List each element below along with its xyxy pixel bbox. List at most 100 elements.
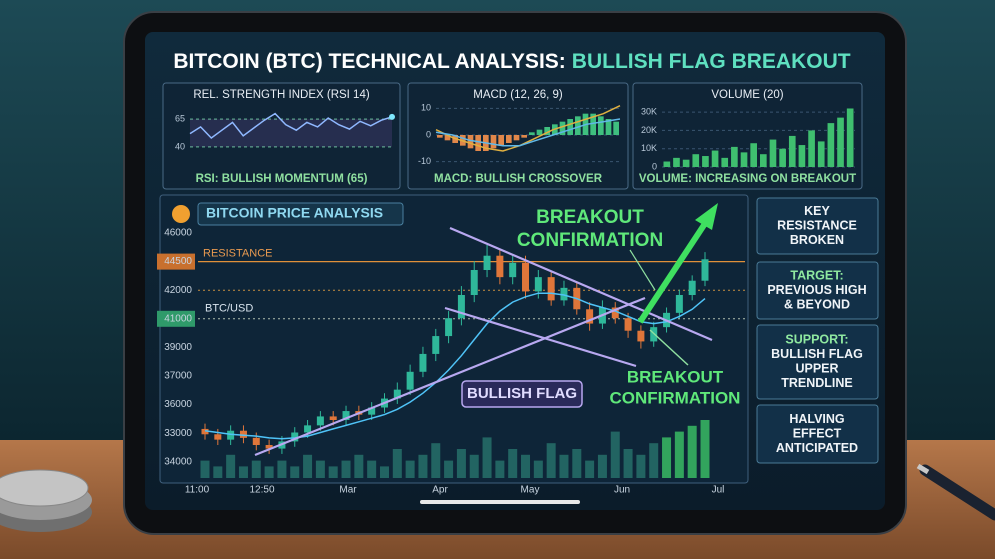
candle-body bbox=[547, 277, 555, 301]
y-axis-label: 37000 bbox=[164, 371, 192, 382]
title-highlight: BULLISH FLAG BREAKOUT bbox=[572, 50, 851, 73]
volume-bar bbox=[495, 460, 505, 478]
volume-bar bbox=[379, 466, 389, 478]
volume-bar bbox=[546, 443, 556, 478]
volume-bar bbox=[418, 454, 428, 478]
candle-body bbox=[214, 434, 222, 440]
candle-body bbox=[496, 255, 504, 278]
volume-bar bbox=[721, 157, 729, 167]
trendline bbox=[449, 226, 713, 342]
y-tick-label: 40 bbox=[175, 141, 185, 151]
side-note-box bbox=[756, 324, 879, 400]
moving-average bbox=[204, 292, 706, 440]
side-note-text: & BEYOND bbox=[784, 297, 850, 311]
candle-body bbox=[252, 437, 260, 445]
volume-bar bbox=[482, 437, 492, 478]
candle-body bbox=[560, 287, 568, 301]
candle-body bbox=[586, 309, 594, 324]
y-tick-label: 10K bbox=[641, 143, 657, 153]
volume-bar bbox=[431, 443, 441, 478]
macd-bar bbox=[444, 135, 451, 141]
candle-body bbox=[624, 318, 632, 331]
macd-line bbox=[435, 105, 621, 152]
volume-bar bbox=[264, 466, 274, 478]
side-note-box bbox=[756, 197, 879, 255]
volume-bar bbox=[238, 466, 248, 478]
volume-bar bbox=[700, 420, 710, 478]
volume-bar bbox=[303, 454, 313, 478]
volume-bar bbox=[779, 148, 786, 167]
x-axis-label: Apr bbox=[432, 485, 448, 496]
candle-body bbox=[445, 318, 453, 337]
volume-bar bbox=[585, 460, 595, 478]
pointer bbox=[629, 249, 656, 291]
macd-line bbox=[435, 118, 621, 147]
main-panel bbox=[159, 194, 749, 484]
y-axis-label: 42000 bbox=[164, 285, 192, 296]
trendline bbox=[254, 296, 646, 457]
macd-bar bbox=[529, 132, 535, 135]
pair-label: BTC/USD bbox=[205, 303, 253, 315]
side-note-text: EFFECT bbox=[793, 426, 842, 440]
volume-bar bbox=[533, 460, 543, 478]
candle-body bbox=[316, 416, 324, 426]
candle-body bbox=[457, 295, 465, 319]
candle-body bbox=[201, 428, 209, 435]
annotation: CONFIRMATION bbox=[517, 230, 663, 251]
candle-body bbox=[239, 430, 247, 438]
x-axis-label: 11:00 bbox=[185, 485, 210, 496]
dashboard: REL. STRENGTH INDEX (RSI 14) RSI: BULLISH… bbox=[157, 82, 879, 496]
candle-body bbox=[304, 425, 312, 433]
breakout-arrow-shaft bbox=[637, 220, 709, 324]
y-axis-label: 39000 bbox=[164, 342, 192, 353]
volume-bar bbox=[663, 161, 671, 167]
volume-bar bbox=[673, 157, 680, 167]
macd-bar bbox=[605, 119, 612, 135]
volume-bar bbox=[444, 460, 454, 478]
candle-body bbox=[688, 280, 696, 295]
rsi-line bbox=[189, 112, 393, 139]
macd-bar bbox=[506, 135, 512, 143]
volume-bar bbox=[200, 460, 210, 478]
volume-bar bbox=[711, 150, 719, 167]
pen bbox=[916, 463, 995, 521]
macd-bar bbox=[590, 113, 596, 135]
volume-bar bbox=[623, 449, 633, 478]
volume-bar bbox=[521, 454, 531, 478]
flag-label-box bbox=[461, 380, 583, 408]
main-title: BITCOIN PRICE ANALYSIS bbox=[206, 205, 383, 221]
panel-title: MACD (12, 26, 9) bbox=[473, 89, 563, 101]
y-axis-label: 33000 bbox=[164, 428, 192, 439]
pointer bbox=[649, 329, 689, 366]
volume-bar bbox=[674, 431, 684, 478]
volume-bar bbox=[798, 145, 806, 167]
volume-bar bbox=[682, 159, 690, 167]
macd-bar bbox=[490, 135, 497, 149]
macd-bar bbox=[521, 135, 527, 138]
volume-bar bbox=[769, 139, 777, 167]
annotation: BREAKOUT bbox=[536, 207, 644, 228]
macd-bar bbox=[559, 121, 566, 135]
x-axis-label: Jun bbox=[614, 485, 630, 496]
y-axis-label: 36000 bbox=[164, 399, 192, 410]
volume-bar bbox=[290, 466, 300, 478]
y-tick-label: 30K bbox=[641, 107, 657, 117]
candle-body bbox=[342, 411, 350, 420]
y-tick-label: 0 bbox=[426, 129, 431, 139]
macd-bar bbox=[475, 135, 481, 151]
macd-bar bbox=[513, 135, 520, 141]
rsi-band bbox=[190, 119, 392, 147]
side-note-box bbox=[756, 404, 879, 464]
candle-body bbox=[368, 407, 376, 415]
macd-bar bbox=[437, 135, 443, 138]
side-note-text: HALVING bbox=[789, 412, 844, 426]
x-axis-label: Mar bbox=[339, 485, 357, 496]
volume-bar bbox=[808, 130, 815, 167]
candle-body bbox=[406, 371, 414, 390]
y-axis-label: 44500 bbox=[164, 256, 192, 267]
macd-bar bbox=[613, 121, 619, 135]
macd-bar bbox=[598, 116, 604, 135]
volume-bar bbox=[367, 460, 377, 478]
